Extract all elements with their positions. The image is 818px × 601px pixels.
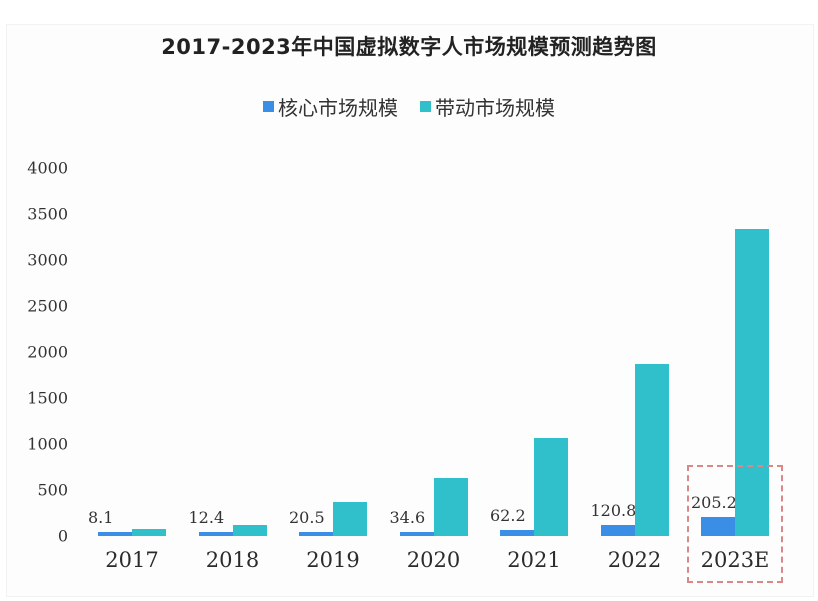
legend-label-driven: 带动市场规模 — [435, 96, 555, 120]
y-tick-label: 3000 — [27, 250, 68, 270]
data-label-core: 62.2 — [490, 506, 526, 526]
x-tick-label: 2018 — [205, 548, 260, 572]
legend: 核心市场规模 带动市场规模 — [0, 92, 818, 121]
data-label-core: 12.4 — [188, 508, 225, 527]
y-tick-label: 0 — [57, 526, 68, 546]
y-tick-label: 500 — [37, 480, 68, 500]
bar-driven — [232, 524, 267, 536]
y-tick-label: 1000 — [27, 434, 68, 454]
bar-driven — [634, 363, 669, 536]
data-label-core: 20.5 — [289, 508, 325, 527]
data-label-core: 34.6 — [389, 508, 426, 527]
bar-core — [600, 524, 635, 536]
legend-label-core: 核心市场规模 — [278, 96, 398, 120]
bar-core — [701, 517, 735, 536]
legend-item-driven: 带动市场规模 — [420, 92, 555, 121]
bar-driven — [735, 228, 769, 536]
legend-swatch-core — [263, 101, 274, 112]
x-tick-label: 2021 — [507, 548, 561, 572]
bar-core — [500, 530, 534, 536]
x-tick-label: 2023E — [700, 548, 770, 572]
legend-item-core: 核心市场规模 — [263, 92, 398, 121]
bar-core — [299, 532, 333, 536]
chart-frame — [6, 24, 814, 597]
y-tick-label: 4000 — [27, 158, 68, 178]
bar-core — [399, 532, 434, 536]
bar-driven — [534, 438, 568, 536]
bar-core — [198, 532, 233, 536]
forecast-highlight-box — [687, 465, 783, 583]
x-tick-label: 2019 — [306, 548, 360, 572]
y-tick-label: 2000 — [27, 342, 68, 362]
data-label-core: 120.8 — [590, 500, 637, 520]
bar-core — [98, 532, 132, 536]
y-tick-label: 3500 — [27, 204, 68, 224]
bar-driven — [433, 478, 468, 536]
bar-driven — [333, 501, 367, 536]
bar-driven — [132, 529, 166, 536]
chart-title: 2017-2023年中国虚拟数字人市场规模预测趋势图 — [161, 35, 657, 59]
x-tick-label: 2022 — [607, 548, 662, 572]
data-label-core: 205.2 — [691, 493, 737, 513]
legend-swatch-driven — [420, 101, 431, 112]
x-tick-label: 2017 — [105, 548, 159, 572]
y-tick-label: 2500 — [27, 296, 68, 316]
data-label-core: 8.1 — [88, 508, 114, 527]
x-tick-label: 2020 — [406, 548, 461, 572]
y-tick-label: 1500 — [27, 388, 68, 408]
